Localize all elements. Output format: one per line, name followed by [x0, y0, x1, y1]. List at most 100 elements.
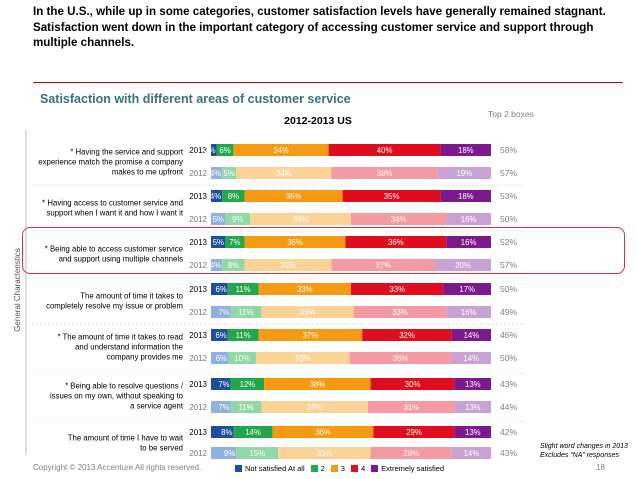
top2-value-2-2012: 50%: [500, 214, 517, 224]
data-label-2-2013-s1: 4%: [210, 192, 221, 201]
bar-segment-4-2012-s3: [261, 306, 354, 318]
category-label-1-line-1: * Having the service and support: [70, 148, 184, 157]
bar-segment-6-2013-s2: [230, 378, 265, 390]
data-label-3-2012-s2: 8%: [228, 261, 239, 270]
bar-segment-5-2013-s2: [227, 329, 259, 341]
chart-legend: Not satisfied At all 2 3 4 Extremely sat…: [235, 464, 444, 473]
bar-segment-1-2012-s2: [222, 167, 237, 179]
legend-label-1: Not satisfied At all: [245, 464, 305, 473]
top2-value-7-2013: 42%: [500, 427, 517, 437]
category-label-6-line-1: * Being able to resolve questions /: [65, 382, 184, 391]
bar-segment-5-2012-s1: [211, 352, 228, 364]
bar-segment-3-2012-s5: [435, 259, 491, 271]
year-label-6-2013: 2013: [189, 380, 207, 389]
footnote: Slight word changes in 2013 Excludes “NA…: [540, 442, 628, 460]
year-label-1-2013: 2013: [189, 146, 207, 155]
data-label-7-2012-s4: 29%: [403, 449, 419, 458]
category-label-1-line-2: experience match the promise a company: [38, 158, 183, 167]
category-label-5-line-2: and understand information the: [75, 343, 183, 352]
bar-segment-1-2012-s5: [437, 167, 491, 179]
bar-segment-7-2012-s5: [451, 447, 491, 459]
data-label-7-2013-s3: 36%: [315, 428, 331, 437]
bar-segment-7-2013-s4: [373, 426, 455, 438]
data-label-4-2013-s3: 33%: [297, 285, 313, 294]
bar-segment-3-2012-s3: [244, 259, 332, 271]
chart-subtitle: Satisfaction with different areas of cus…: [40, 92, 351, 106]
data-label-2-2012-s1: 5%: [213, 215, 224, 224]
top2-value-3-2012: 57%: [500, 260, 517, 270]
bar-segment-1-2012-s4: [331, 167, 438, 179]
bar-segment-6-2012-s1: [211, 401, 231, 413]
data-label-7-2013-s2: 14%: [245, 428, 261, 437]
highlight-outline: [22, 227, 625, 274]
legend-swatch-5: [371, 465, 379, 472]
bar-segment-1-2013-s2: [216, 144, 234, 156]
data-label-2-2013-s5: 18%: [458, 192, 474, 201]
bar-segment-5-2013-s3: [258, 329, 363, 341]
page-number: 18: [596, 463, 605, 472]
data-label-3-2012-s5: 20%: [455, 261, 471, 270]
data-label-5-2012-s1: 6%: [216, 354, 227, 363]
year-label-6-2012: 2012: [189, 403, 207, 412]
bar-segment-3-2012-s4: [331, 259, 435, 271]
bar-segment-7-2013-s2: [233, 426, 273, 438]
category-label-4-line-1: The amount of time it takes to: [80, 292, 183, 301]
category-label-2-line-1: * Having access to customer service and: [42, 199, 183, 208]
year-label-2-2013: 2013: [189, 192, 207, 201]
data-label-5-2012-s5: 14%: [463, 354, 479, 363]
data-label-5-2013-s5: 14%: [464, 331, 480, 340]
legend-label-2: 2: [320, 464, 325, 473]
bar-segment-6-2013-s3: [264, 378, 371, 390]
category-label-7-line-1: The amount of time I have to wait: [68, 434, 184, 443]
bar-segment-7-2013-s3: [272, 426, 374, 438]
bar-segment-4-2013-s4: [351, 283, 444, 295]
data-label-4-2013-s4: 33%: [389, 285, 405, 294]
category-label-6-line-3: a service agent: [130, 402, 184, 411]
legend-swatch-3: [330, 465, 338, 472]
data-label-2-2013-s4: 35%: [384, 192, 400, 201]
category-label-2-line-2: support when I want it and how I want it: [46, 209, 183, 218]
intro-text: In the U.S., while up in some categories…: [33, 5, 606, 49]
top2-value-1-2013: 58%: [500, 145, 517, 155]
data-label-6-2012-s5: 13%: [465, 403, 481, 412]
data-label-5-2012-s2: 10%: [234, 354, 250, 363]
bar-segment-7-2012-s4: [370, 447, 452, 459]
data-label-4-2012-s3: 33%: [300, 308, 316, 317]
bar-segment-4-2013-s5: [443, 283, 491, 295]
bar-segment-3-2013-s4: [345, 236, 447, 248]
bar-segment-6-2012-s5: [454, 401, 491, 413]
data-label-4-2012-s1: 7%: [218, 308, 229, 317]
year-label-3-2012: 2012: [189, 261, 207, 270]
data-label-1-2013-s1: 2%: [204, 146, 215, 155]
data-label-3-2013-s1: 5%: [213, 238, 224, 247]
bar-segment-2-2013-s3: [244, 190, 343, 202]
data-label-1-2012-s4: 38%: [377, 169, 393, 178]
data-label-2-2013-s2: 8%: [228, 192, 239, 201]
year-label-5-2012: 2012: [189, 354, 207, 363]
top2-value-5-2013: 46%: [500, 330, 517, 340]
data-label-2-2013-s3: 35%: [286, 192, 302, 201]
bar-segment-1-2013-s4: [328, 144, 441, 156]
bar-segment-7-2013-s1: [211, 426, 234, 438]
bar-segment-2-2013-s1: [211, 190, 223, 202]
data-label-6-2013-s1: 7%: [218, 380, 229, 389]
legend-swatch-1: [235, 465, 242, 472]
legend-swatch-2: [310, 465, 318, 472]
data-label-3-2013-s4: 36%: [388, 238, 404, 247]
bar-segment-7-2012-s2: [236, 447, 279, 459]
divider-line: [33, 82, 623, 83]
category-label-4-line-2: completely resolve my issue or problem: [46, 302, 183, 311]
bar-segment-4-2012-s1: [211, 306, 231, 318]
bar-segment-5-2013-s1: [211, 329, 228, 341]
data-label-1-2012-s2: 5%: [224, 169, 235, 178]
top2-value-1-2012: 57%: [500, 168, 517, 178]
bar-segment-5-2013-s4: [362, 329, 452, 341]
bar-segment-1-2013-s1: [211, 144, 217, 156]
year-label-7-2013: 2013: [189, 428, 207, 437]
bar-segment-7-2012-s3: [278, 447, 371, 459]
bar-segment-2-2013-s4: [342, 190, 441, 202]
data-label-2-2012-s2: 9%: [232, 215, 243, 224]
bar-segment-4-2012-s2: [230, 306, 262, 318]
bar-segment-4-2013-s2: [227, 283, 259, 295]
